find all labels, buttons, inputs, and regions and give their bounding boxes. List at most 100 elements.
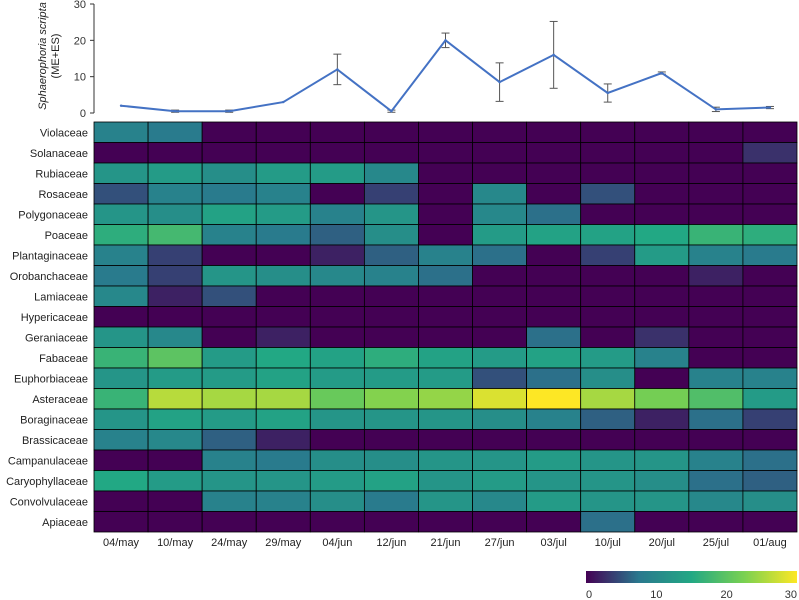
heatmap-cell: [688, 265, 744, 287]
data-point: [119, 104, 123, 107]
heatmap-cell: [147, 367, 203, 389]
heatmap-cell: [309, 408, 365, 430]
colorbar-gradient: [586, 571, 797, 583]
heatmap-cell: [363, 429, 419, 451]
heatmap-row-label: Solanaceae: [30, 148, 88, 160]
heatmap-cell: [688, 162, 744, 184]
heatmap-cell: [309, 142, 365, 164]
heatmap-cell: [580, 265, 636, 287]
heatmap-cell: [742, 429, 798, 451]
heatmap-cell: [472, 429, 528, 451]
heatmap-cell: [93, 408, 149, 430]
heatmap-cell: [526, 244, 582, 266]
heatmap-cell: [255, 244, 311, 266]
heatmap-cell: [309, 470, 365, 492]
heatmap-cell: [472, 367, 528, 389]
heatmap-cell: [363, 388, 419, 410]
heatmap-cell: [147, 142, 203, 164]
heatmap-cell: [309, 285, 365, 307]
heatmap-cell: [742, 142, 798, 164]
heatmap-cell: [418, 429, 473, 451]
heatmap-cell: [418, 367, 473, 389]
heatmap-cell: [580, 449, 636, 471]
line-y-tick-label: 20: [74, 35, 86, 47]
heatmap-cell: [418, 183, 473, 205]
heatmap-cell: [255, 224, 311, 246]
heatmap-cell: [93, 511, 149, 533]
heatmap-cell: [255, 285, 311, 307]
heatmap-cell: [526, 511, 582, 533]
heatmap-column-label: 20/jul: [649, 537, 675, 549]
heatmap-cell: [418, 449, 473, 471]
heatmap-cell: [742, 244, 798, 266]
heatmap-cell: [201, 265, 257, 287]
line-y-axis-title: Sphaerophoria scripta: [37, 2, 49, 110]
heatmap-cell: [580, 326, 636, 348]
heatmap-cell: [634, 388, 690, 410]
heatmap-cell: [309, 244, 365, 266]
heatmap-cell: [93, 470, 149, 492]
heatmap-cell: [472, 388, 528, 410]
data-point: [606, 91, 609, 95]
heatmap-column-label: 10/may: [157, 537, 194, 549]
heatmap-row-label: Polygonaceae: [18, 209, 88, 221]
heatmap-cell: [580, 367, 636, 389]
heatmap-cell: [634, 162, 690, 184]
heatmap-row-label: Plantaginaceae: [12, 250, 88, 262]
heatmap-cell: [147, 162, 203, 184]
heatmap-cell: [93, 285, 149, 307]
heatmap-cell: [147, 449, 203, 471]
colorbar: 0 10 20 30: [586, 571, 797, 600]
heatmap-cell: [472, 121, 528, 143]
heatmap-cell: [526, 265, 582, 287]
heatmap-cell: [688, 470, 744, 492]
heatmap-cell: [688, 367, 744, 389]
heatmap-cell: [147, 429, 203, 451]
heatmap-row-label: Hypericaceae: [21, 312, 88, 324]
heatmap-cell: [201, 367, 257, 389]
heatmap-cell: [472, 511, 528, 533]
heatmap-cell: [255, 326, 311, 348]
heatmap-cell: [526, 162, 582, 184]
heatmap-cell: [363, 224, 419, 246]
heatmap-cell: [418, 265, 473, 287]
heatmap-cell: [309, 367, 365, 389]
heatmap-cell: [526, 142, 582, 164]
heatmap-cell: [147, 511, 203, 533]
heatmap-cell: [688, 347, 744, 369]
heatmap-cell: [363, 162, 419, 184]
heatmap-cell: [201, 162, 257, 184]
heatmap-column-label: 03/jul: [541, 537, 567, 549]
heatmap-cell: [93, 244, 149, 266]
heatmap-cell: [580, 244, 636, 266]
heatmap-cell: [634, 367, 690, 389]
heatmap-row-label: Brassicaceae: [22, 435, 88, 447]
heatmap-cell: [472, 306, 528, 328]
heatmap-cell: [526, 470, 582, 492]
heatmap-cell: [472, 244, 528, 266]
heatmap-cell: [580, 347, 636, 369]
heatmap-cell: [255, 162, 311, 184]
heatmap-cell: [309, 183, 365, 205]
heatmap-cell: [93, 326, 149, 348]
heatmap-cell: [580, 388, 636, 410]
heatmap-cell: [526, 121, 582, 143]
heatmap-cell: [418, 490, 473, 512]
heatmap-cell: [742, 388, 798, 410]
colorbar-tick-label: 30: [785, 589, 797, 600]
heatmap-cell: [634, 224, 690, 246]
heatmap-cell: [634, 408, 690, 430]
heatmap-cell: [472, 162, 528, 184]
line-y-axis: 0 10 20 30: [74, 0, 95, 120]
heatmap-cell: [688, 244, 744, 266]
heatmap-row-label: Orobanchaceae: [10, 271, 88, 283]
heatmap-cell: [526, 326, 582, 348]
data-point: [660, 71, 664, 75]
heatmap-cell: [472, 470, 528, 492]
heatmap-cell: [147, 244, 203, 266]
colorbar-tick-label: 10: [650, 589, 662, 600]
heatmap-cell: [418, 306, 473, 328]
heatmap-cell: [255, 347, 311, 369]
heatmap-cell: [309, 449, 365, 471]
heatmap-column-label: 01/aug: [753, 537, 787, 549]
